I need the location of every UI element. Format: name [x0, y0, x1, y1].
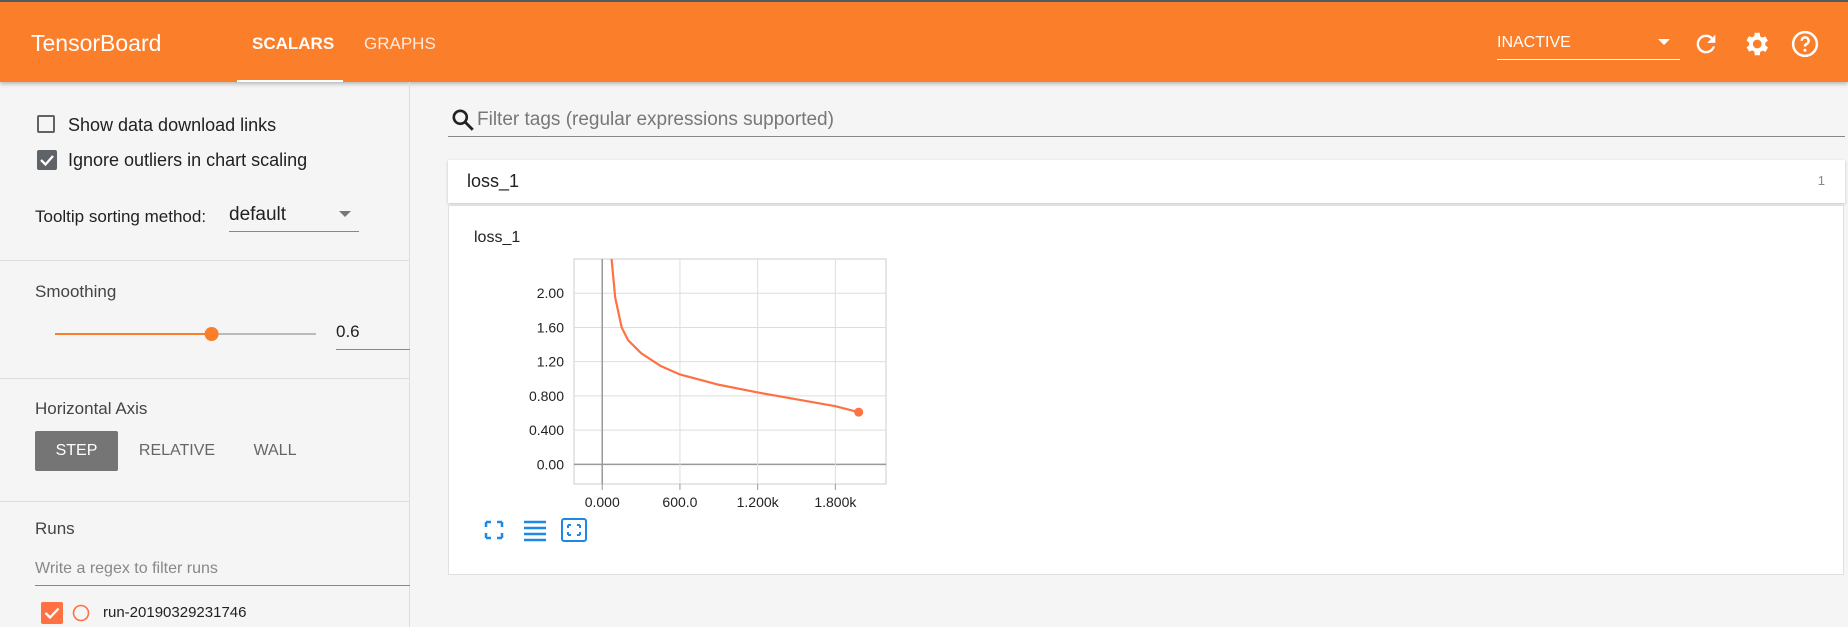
log-scale-icon[interactable] — [524, 520, 546, 542]
checkbox-label: Ignore outliers in chart scaling — [68, 150, 308, 170]
chart-toolbar — [484, 518, 587, 542]
smoothing-slider[interactable] — [50, 322, 322, 346]
tooltip-sort-select[interactable]: default — [229, 204, 287, 225]
checkbox-checked[interactable] — [37, 150, 57, 170]
fullscreen-icon[interactable] — [484, 520, 504, 540]
smoothing-label: Smoothing — [35, 282, 117, 301]
input-underline — [35, 585, 410, 586]
y-tick-label: 2.00 — [537, 285, 564, 301]
y-tick-label: 0.800 — [529, 388, 564, 404]
axis-button[interactable]: RELATIVE — [138, 442, 216, 459]
x-tick-label: 1.200k — [737, 494, 780, 510]
tag-filter-input[interactable]: Filter tags (regular expressions support… — [477, 109, 834, 130]
horizontal-axis-label: Horizontal Axis — [35, 399, 148, 418]
card-title: loss_1 — [467, 171, 520, 191]
tooltip-sort-label: Tooltip sorting method: — [35, 207, 207, 226]
app-title: TensorBoard — [31, 30, 162, 56]
dropdown-arrow — [1658, 39, 1670, 45]
slider-knob — [204, 327, 219, 341]
input-underline — [448, 136, 1845, 137]
card-header[interactable]: loss_1 1 — [448, 160, 1845, 203]
y-tick-label: 1.60 — [537, 319, 564, 335]
search-icon — [452, 109, 474, 131]
run-name: run-20190329231746 — [103, 604, 247, 621]
dropdown-underline — [1497, 59, 1680, 60]
select-underline — [229, 231, 359, 232]
run-color-circle[interactable] — [72, 604, 90, 622]
checkbox-label: Show data download links — [68, 115, 277, 135]
checkbox[interactable] — [37, 115, 55, 133]
x-tick-label: 1.800k — [814, 494, 857, 510]
chart-title: loss_1 — [474, 229, 521, 246]
series-line — [610, 259, 859, 414]
input-underline — [336, 349, 410, 350]
help-icon[interactable] — [1790, 29, 1820, 59]
tab[interactable]: SCALARS — [252, 34, 335, 53]
divider — [0, 378, 410, 379]
fit-domain-icon[interactable] — [561, 518, 587, 542]
runs-filter-input[interactable]: Write a regex to filter runs — [35, 560, 218, 577]
axes: 0.00 0.400 0.800 1.20 1.60 2.00 0.000 600.0 1.20… — [529, 259, 886, 510]
runs-label: Runs — [35, 519, 75, 538]
x-tick-label: 0.000 — [585, 494, 620, 510]
plot-area — [573, 258, 887, 485]
axis-button-active[interactable]: STEP — [35, 431, 118, 471]
y-tick-label: 1.20 — [537, 354, 564, 370]
axis-button[interactable]: WALL — [253, 442, 297, 459]
sidebar: Show data download links Ignore outliers… — [0, 82, 410, 627]
series-end-point — [854, 407, 864, 417]
run-checkbox[interactable] — [41, 602, 63, 624]
x-tick-label: 600.0 — [662, 494, 697, 510]
y-tick-label: 0.400 — [529, 422, 564, 438]
divider — [0, 260, 410, 261]
run-status-dropdown[interactable]: INACTIVE — [1497, 34, 1571, 51]
divider — [0, 501, 410, 502]
card-count: 1 — [1817, 173, 1825, 188]
settings-icon[interactable] — [1741, 29, 1771, 59]
active-tab-underline — [237, 80, 343, 82]
y-tick-label: 0.00 — [537, 456, 564, 472]
smoothing-value[interactable]: 0.6 — [336, 322, 360, 341]
tab[interactable]: GRAPHS — [364, 34, 436, 53]
select-arrow — [339, 211, 351, 217]
top-bar: TensorBoard SCALARS GRAPHS INACTIVE — [0, 0, 1848, 82]
